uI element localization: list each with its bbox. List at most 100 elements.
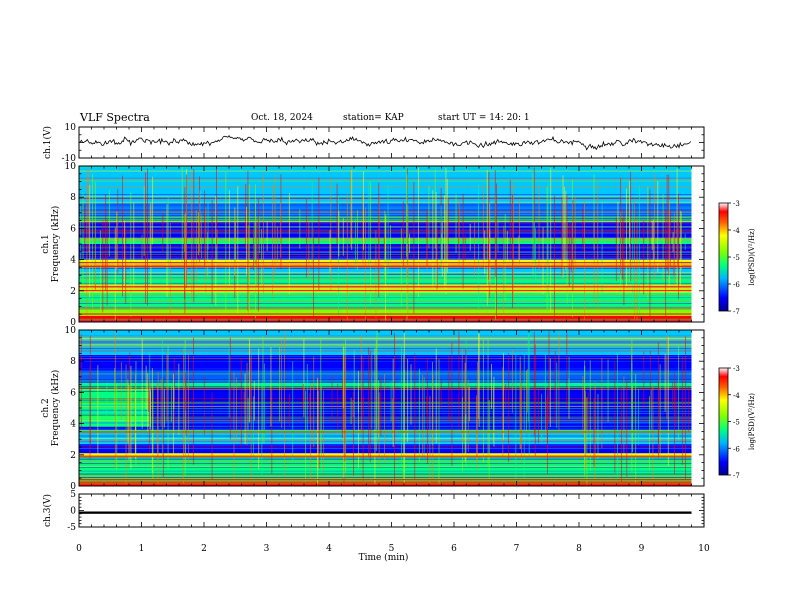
sferic-streak xyxy=(105,194,107,291)
sferic-streak xyxy=(89,365,91,461)
sferic-streak xyxy=(305,198,307,278)
sferic-streak xyxy=(240,357,242,446)
sferic-streak xyxy=(432,190,434,289)
sferic-streak xyxy=(528,331,530,458)
sferic-streak xyxy=(125,364,127,486)
sferic-streak xyxy=(353,350,355,434)
sferic-streak xyxy=(122,175,123,297)
sferic-streak xyxy=(338,210,340,257)
sferic-streak xyxy=(512,349,513,413)
sferic-streak xyxy=(151,368,153,474)
sferic-streak xyxy=(82,192,84,292)
sferic-streak xyxy=(563,186,565,266)
sferic-streak xyxy=(147,168,148,306)
sferic-streak xyxy=(252,396,254,459)
sferic-streak xyxy=(193,337,194,465)
sferic-streak xyxy=(271,386,273,474)
colorbar-tick-label: -6 xyxy=(733,281,740,289)
spectral-line xyxy=(79,447,692,449)
sferic-streak xyxy=(502,367,504,457)
sferic-streak xyxy=(342,343,344,409)
sferic-streak xyxy=(623,376,625,454)
spectral-line xyxy=(79,166,692,168)
y-tick-label: 10 xyxy=(65,123,77,133)
spectral-line xyxy=(79,178,692,180)
sferic-streak xyxy=(149,390,151,430)
sferic-streak xyxy=(438,359,440,485)
sferic-streak xyxy=(243,391,245,414)
x-tick-label: 7 xyxy=(514,544,520,554)
sferic-streak xyxy=(362,356,364,481)
sferic-streak xyxy=(80,199,82,284)
sferic-streak xyxy=(375,339,377,452)
sferic-streak xyxy=(548,330,550,422)
sferic-streak xyxy=(465,348,467,415)
sferic-streak xyxy=(89,184,91,298)
sferic-streak xyxy=(423,377,425,458)
sferic-streak xyxy=(458,206,460,247)
spectral-line xyxy=(79,409,692,411)
sferic-streak xyxy=(149,391,151,452)
sferic-streak xyxy=(561,196,563,276)
sferic-streak xyxy=(422,374,424,458)
sferic-streak xyxy=(620,177,622,276)
sferic-streak xyxy=(394,332,395,485)
x-tick-label: 6 xyxy=(451,544,457,554)
sferic-streak xyxy=(626,379,628,477)
sferic-streak xyxy=(308,221,310,279)
sferic-streak xyxy=(582,375,584,436)
sferic-streak xyxy=(410,364,412,425)
sferic-streak xyxy=(492,385,494,442)
sferic-streak xyxy=(167,196,169,286)
colorbar-2 xyxy=(718,367,729,476)
sferic-streak xyxy=(169,222,171,314)
spectral-line xyxy=(79,356,692,358)
sferic-streak xyxy=(669,210,671,267)
date-label: Oct. 18, 2024 xyxy=(251,113,313,123)
spectral-line xyxy=(79,480,692,482)
sferic-streak xyxy=(303,338,305,417)
colorbar-tick-label: -3 xyxy=(733,200,740,208)
sferic-streak xyxy=(532,172,534,276)
sferic-streak xyxy=(509,179,511,258)
sferic-streak xyxy=(342,217,344,256)
sferic-streak xyxy=(188,349,189,464)
colorbar-tick-label: -5 xyxy=(733,254,740,262)
sferic-streak xyxy=(280,202,282,258)
sferic-streak xyxy=(515,353,517,486)
spectral-line xyxy=(79,422,692,424)
sferic-streak xyxy=(615,217,617,281)
sferic-streak xyxy=(503,353,504,440)
sferic-streak xyxy=(245,184,247,249)
sferic-streak xyxy=(413,182,415,314)
sferic-streak xyxy=(205,207,207,293)
spectral-line xyxy=(79,342,692,344)
sferic-streak xyxy=(261,228,263,285)
spectral-line xyxy=(79,170,692,172)
sferic-streak xyxy=(505,383,507,410)
sferic-streak xyxy=(400,228,402,307)
sferic-streak xyxy=(237,186,239,314)
sferic-streak xyxy=(545,354,546,436)
sferic-streak xyxy=(674,373,675,475)
sferic-streak xyxy=(183,348,184,484)
sferic-streak xyxy=(469,223,471,251)
sferic-streak xyxy=(281,339,283,429)
spectral-line xyxy=(79,476,692,478)
sferic-streak xyxy=(129,352,131,451)
sferic-streak xyxy=(193,168,195,303)
sferic-streak xyxy=(258,216,260,254)
sferic-streak xyxy=(306,364,308,432)
sferic-streak xyxy=(253,221,255,269)
spectral-line xyxy=(79,373,692,375)
sferic-streak xyxy=(378,392,380,468)
sferic-streak xyxy=(203,376,205,435)
sferic-streak xyxy=(313,226,314,320)
spectral-line xyxy=(79,186,692,187)
sferic-streak xyxy=(350,397,352,425)
sferic-streak xyxy=(435,348,437,444)
sferic-streak xyxy=(630,171,632,282)
sferic-streak xyxy=(354,218,356,269)
sferic-streak xyxy=(550,168,552,312)
